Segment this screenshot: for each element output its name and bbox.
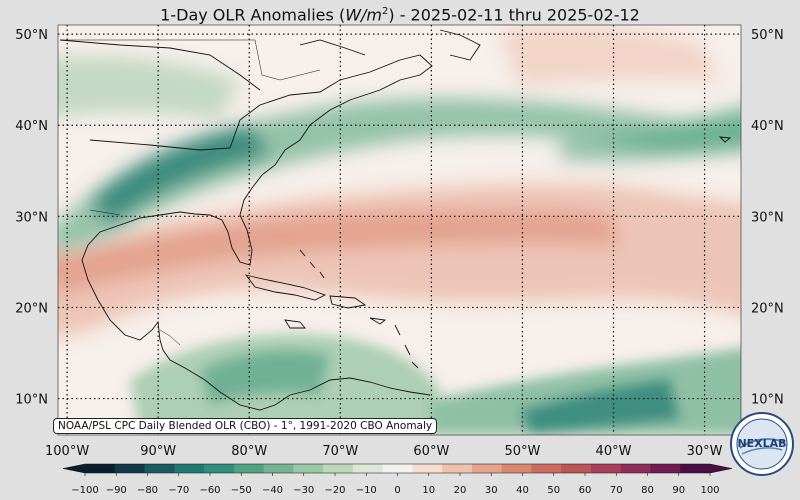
colorbar-tick-label: 90 bbox=[672, 485, 685, 496]
colorbar-tick-label: −20 bbox=[324, 485, 345, 496]
suppressed-convection-subtropical-band bbox=[58, 25, 741, 337]
colorbar-tick-label: −40 bbox=[262, 485, 283, 496]
colorbar-max-arrow bbox=[710, 464, 732, 473]
colorbar-min-arrow bbox=[63, 464, 85, 473]
lat-labels-right: 10°N 20°N 30°N 40°N 50°N bbox=[751, 28, 784, 407]
lat-label: 50°N bbox=[751, 28, 784, 43]
borders bbox=[60, 39, 321, 346]
colorbar-swatch bbox=[471, 464, 503, 473]
colorbar-swatch bbox=[114, 464, 146, 473]
lat-labels-left: 10°N 20°N 30°N 40°N 50°N bbox=[15, 28, 48, 407]
lon-label: 50°W bbox=[504, 444, 540, 459]
colorbar-swatch bbox=[680, 464, 711, 473]
colorbar-tick-label: −60 bbox=[199, 485, 220, 496]
logo-text: NEXLAB bbox=[737, 437, 786, 450]
nexlab-logo: NEXLAB bbox=[728, 410, 796, 478]
lat-label: 20°N bbox=[751, 301, 784, 316]
colorbar-tick-label: −80 bbox=[137, 485, 158, 496]
lon-labels: 100°W 90°W 80°W 70°W 60°W 50°W 40°W 30°W bbox=[45, 444, 723, 459]
colorbar-swatch bbox=[204, 464, 235, 473]
colorbar-swatch bbox=[382, 464, 413, 473]
colorbar-tick-label: 40 bbox=[516, 485, 529, 496]
colorbar-tick-label: −10 bbox=[356, 485, 377, 496]
enhanced-convection-tropical-atlantic bbox=[430, 348, 741, 435]
colorbar-swatch bbox=[590, 464, 622, 473]
lon-label: 100°W bbox=[45, 444, 89, 459]
colorbar-swatch bbox=[174, 464, 205, 473]
lon-label: 80°W bbox=[231, 444, 267, 459]
colorbar-swatch bbox=[263, 464, 294, 473]
colorbar-tick-label: 60 bbox=[579, 485, 592, 496]
lat-label: 40°N bbox=[751, 119, 784, 134]
colorbar-tick-label: −90 bbox=[106, 485, 127, 496]
lon-label: 60°W bbox=[413, 444, 449, 459]
colorbar-tick-label: 20 bbox=[454, 485, 467, 496]
lon-label: 70°W bbox=[322, 444, 358, 459]
colorbar-swatch bbox=[352, 464, 384, 473]
gridlines bbox=[58, 25, 741, 435]
colorbar-swatch bbox=[561, 464, 592, 473]
colorbar-swatch bbox=[85, 464, 116, 473]
colorbar-swatch bbox=[442, 464, 473, 473]
lat-label: 20°N bbox=[15, 301, 48, 316]
map-frame bbox=[57, 24, 742, 436]
colorbar-tick-label: 10 bbox=[422, 485, 435, 496]
colorbar-swatch bbox=[323, 464, 354, 473]
source-note: NOAA/PSL CPC Daily Blended OLR (CBO) - 1… bbox=[53, 418, 438, 434]
colorbar-tick-label: 80 bbox=[641, 485, 654, 496]
colorbar-swatch bbox=[293, 464, 324, 473]
lat-label: 30°N bbox=[15, 210, 48, 225]
colorbar-tick-label: −50 bbox=[231, 485, 252, 496]
colorbar-tick-label: −70 bbox=[168, 485, 189, 496]
colorbar-swatch bbox=[620, 464, 651, 473]
colorbar-tick-label: 0 bbox=[394, 485, 400, 496]
lat-label: 30°N bbox=[751, 210, 784, 225]
colorbar-tick-label: 100 bbox=[700, 485, 719, 496]
coastlines bbox=[59, 29, 732, 411]
lon-label: 30°W bbox=[687, 444, 723, 459]
colorbar-tick-label: 50 bbox=[547, 485, 560, 496]
lon-label: 40°W bbox=[596, 444, 632, 459]
colorbar-tick-label: 70 bbox=[610, 485, 623, 496]
colorbar-tick-label: −100 bbox=[71, 485, 98, 496]
lat-label: 10°N bbox=[15, 393, 48, 408]
colorbar-tick-label: −30 bbox=[293, 485, 314, 496]
enhanced-convection-midlat-band bbox=[58, 56, 741, 250]
lon-label: 90°W bbox=[140, 444, 176, 459]
colorbar-swatch bbox=[233, 464, 265, 473]
colorbar-swatch bbox=[412, 464, 443, 473]
colorbar-tick-label: 30 bbox=[485, 485, 498, 496]
colorbar: −100 −90 −80 −70 −60 −50 −40 −30 −20 −10 0 10 20 30 40… bbox=[62, 463, 733, 496]
lat-label: 50°N bbox=[15, 28, 48, 43]
olr-anomaly-map bbox=[58, 25, 741, 435]
lat-label: 10°N bbox=[751, 393, 784, 408]
colorbar-swatch bbox=[144, 464, 175, 473]
colorbar-swatch bbox=[531, 464, 562, 473]
page-title: 1-Day OLR Anomalies (W/m2) - 2025-02-11 … bbox=[160, 5, 640, 25]
colorbar-swatch bbox=[650, 464, 681, 473]
enhanced-convection-caribbean bbox=[130, 334, 440, 435]
lat-label: 40°N bbox=[15, 119, 48, 134]
colorbar-swatch bbox=[501, 464, 532, 473]
